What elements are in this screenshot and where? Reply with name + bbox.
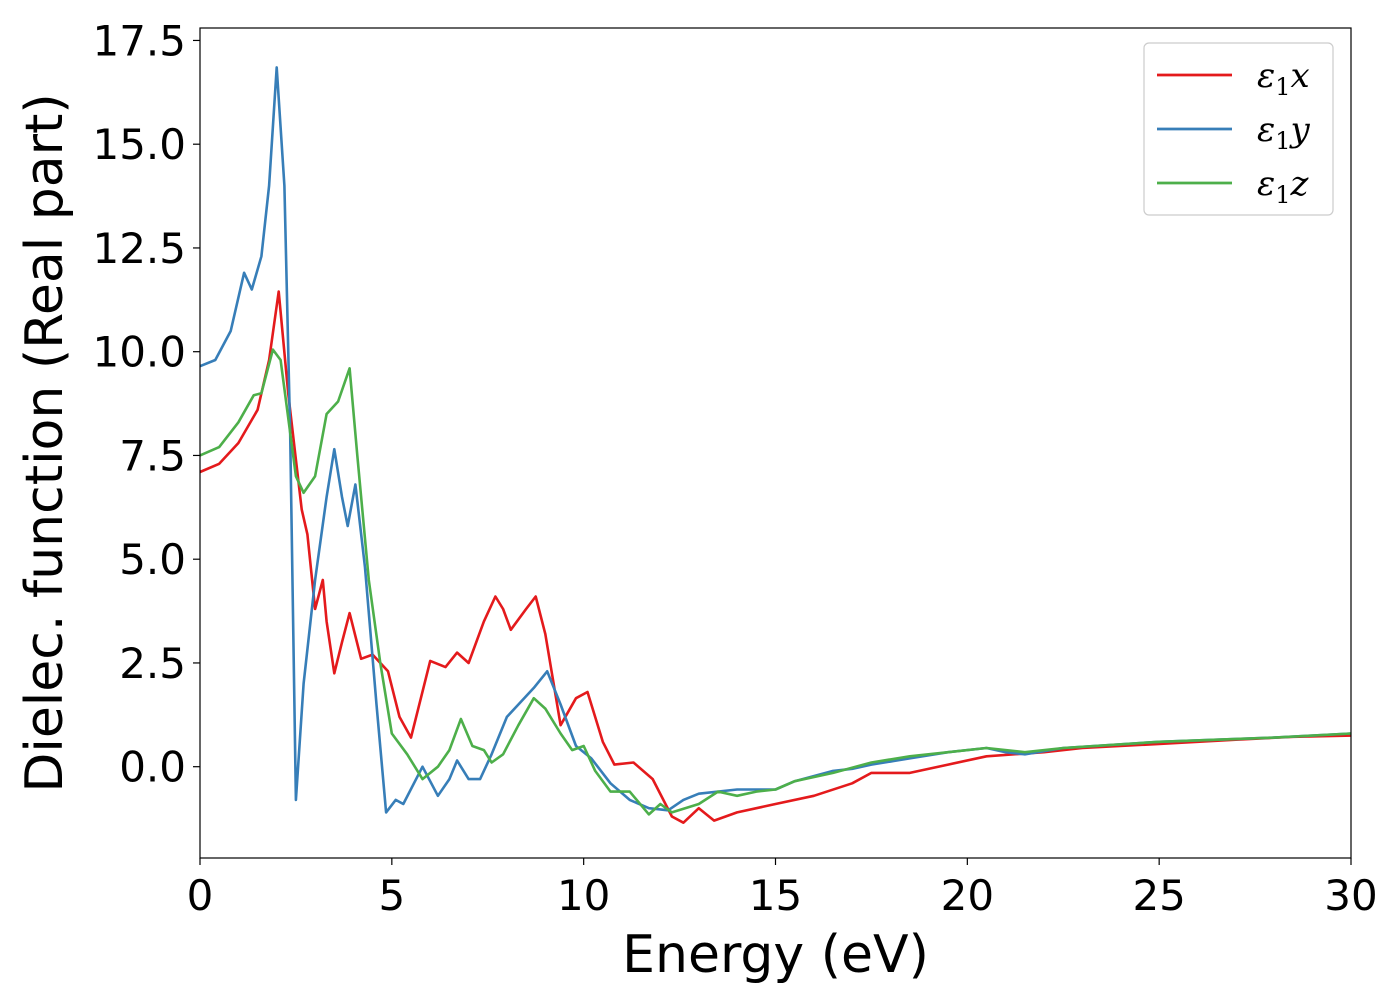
y-tick-label: 15.0 (92, 120, 186, 169)
y-tick-label: 7.5 (119, 431, 186, 480)
y-tick-label: 17.5 (92, 16, 186, 65)
y-axis-ticks: 0.0 2.5 5.0 7.5 10.0 12.5 15.0 17.5 (92, 16, 200, 792)
series-line-x (199, 290, 1352, 824)
series-layer (199, 66, 1352, 824)
x-tick-label: 15 (749, 871, 802, 920)
y-tick-label: 10.0 (92, 328, 186, 377)
x-tick-label: 10 (557, 871, 610, 920)
x-tick-label: 25 (1132, 871, 1185, 920)
series-line-z (199, 348, 1352, 816)
y-tick-label: 12.5 (92, 224, 186, 273)
x-tick-label: 20 (941, 871, 994, 920)
x-tick-label: 0 (187, 871, 214, 920)
y-tick-label: 2.5 (119, 639, 186, 688)
legend-box (1143, 42, 1334, 216)
y-tick-label: 0.0 (119, 743, 186, 792)
x-tick-label: 5 (378, 871, 405, 920)
x-tick-label: 30 (1324, 871, 1377, 920)
series-line-y (199, 66, 1352, 814)
y-axis-label: Dielec. function (Real part) (15, 93, 75, 792)
x-axis-label: Energy (eV) (622, 925, 929, 985)
y-tick-label: 5.0 (119, 535, 186, 584)
x-axis-ticks: 0 5 10 15 20 25 30 (187, 858, 1378, 920)
legend-label-z: ε1z (1257, 164, 1310, 209)
